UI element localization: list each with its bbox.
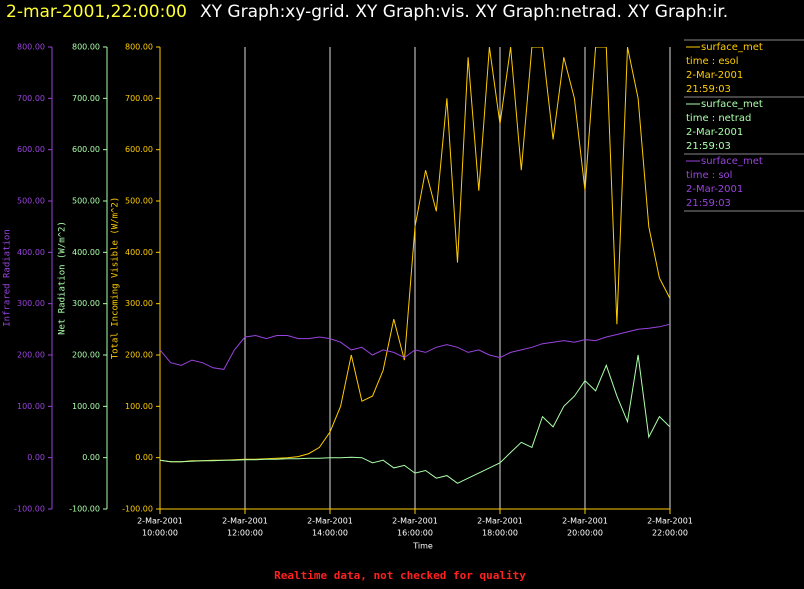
title-time: 2-mar-2001,22:00:00 <box>6 2 187 22</box>
legend-variable: time : esol <box>686 56 739 67</box>
y-tick-label: 100.00 <box>125 402 153 411</box>
x-tick-label: 2-Mar-2001 <box>307 517 353 526</box>
y-tick-label: 200.00 <box>17 351 45 360</box>
y-tick-label: 400.00 <box>125 248 153 257</box>
y-tick-label: 700.00 <box>125 94 153 103</box>
y-tick-label: 200.00 <box>72 351 100 360</box>
y-tick-label: 600.00 <box>72 145 100 154</box>
legend-variable: time : netrad <box>686 113 751 124</box>
y-tick-label: 500.00 <box>17 197 45 206</box>
x-tick-label: 2-Mar-2001 <box>392 517 438 526</box>
series-line <box>160 323 670 370</box>
x-tick-label: 16:00:00 <box>397 529 433 538</box>
legend-date: 2-Mar-2001 <box>686 184 743 195</box>
y-tick-label: 300.00 <box>72 299 100 308</box>
legend-date: 2-Mar-2001 <box>686 127 743 138</box>
y-axis-label: Total Incoming Visible (W/m^2) <box>111 197 121 360</box>
y-tick-label: 800.00 <box>72 43 100 52</box>
x-axis-label: Time <box>412 542 433 551</box>
y-tick-label: 100.00 <box>17 402 45 411</box>
x-tick-label: 14:00:00 <box>312 529 348 538</box>
y-tick-label: -100.00 <box>14 505 45 514</box>
y-tick-label: 300.00 <box>125 299 153 308</box>
footer: Realtime data, not checked for quality <box>274 569 526 582</box>
x-tick-label: 18:00:00 <box>482 529 518 538</box>
y-tick-label: -100.00 <box>69 505 100 514</box>
y-tick-label: 800.00 <box>17 43 45 52</box>
y-tick-label: 0.00 <box>82 453 100 462</box>
x-tick-label: 2-Mar-2001 <box>562 517 608 526</box>
y-tick-label: 0.00 <box>27 453 45 462</box>
y-tick-label: 700.00 <box>72 94 100 103</box>
y-tick-label: -100.00 <box>122 505 153 514</box>
y-tick-label: 600.00 <box>17 145 45 154</box>
legend-variable: time : sol <box>686 170 732 181</box>
legend-date: 2-Mar-2001 <box>686 70 743 81</box>
x-tick-label: 2-Mar-2001 <box>222 517 268 526</box>
y-tick-label: 200.00 <box>125 351 153 360</box>
legend-time: 21:59:03 <box>686 198 731 209</box>
y-tick-label: 400.00 <box>17 248 45 257</box>
y-tick-label: 700.00 <box>17 94 45 103</box>
x-tick-label: 2-Mar-2001 <box>477 517 523 526</box>
y-tick-label: 800.00 <box>125 43 153 52</box>
y-axis-label: Infrared Radiation <box>3 229 13 327</box>
x-tick-label: 2-Mar-2001 <box>647 517 693 526</box>
chart-title: XY Graph:xy-grid. XY Graph:vis. XY Graph… <box>200 2 728 22</box>
legend-name: surface_met <box>701 42 763 53</box>
y-tick-label: 500.00 <box>72 197 100 206</box>
x-tick-label: 10:00:00 <box>142 529 178 538</box>
x-tick-label: 20:00:00 <box>567 529 603 538</box>
y-tick-label: 300.00 <box>17 299 45 308</box>
y-tick-label: 0.00 <box>135 453 153 462</box>
legend-name: surface_met <box>701 156 763 167</box>
y-tick-label: 100.00 <box>72 402 100 411</box>
legend-name: surface_met <box>701 99 763 110</box>
x-tick-label: 22:00:00 <box>652 529 688 538</box>
series-line <box>160 354 670 484</box>
y-tick-label: 500.00 <box>125 197 153 206</box>
y-tick-label: 400.00 <box>72 248 100 257</box>
x-tick-label: 12:00:00 <box>227 529 263 538</box>
x-tick-label: 2-Mar-2001 <box>137 517 183 526</box>
y-tick-label: 600.00 <box>125 145 153 154</box>
legend-time: 21:59:03 <box>686 84 731 95</box>
y-axis-label: Net Radiation (W/m^2) <box>58 221 68 335</box>
legend-time: 21:59:03 <box>686 141 731 152</box>
plot-area <box>160 47 670 484</box>
